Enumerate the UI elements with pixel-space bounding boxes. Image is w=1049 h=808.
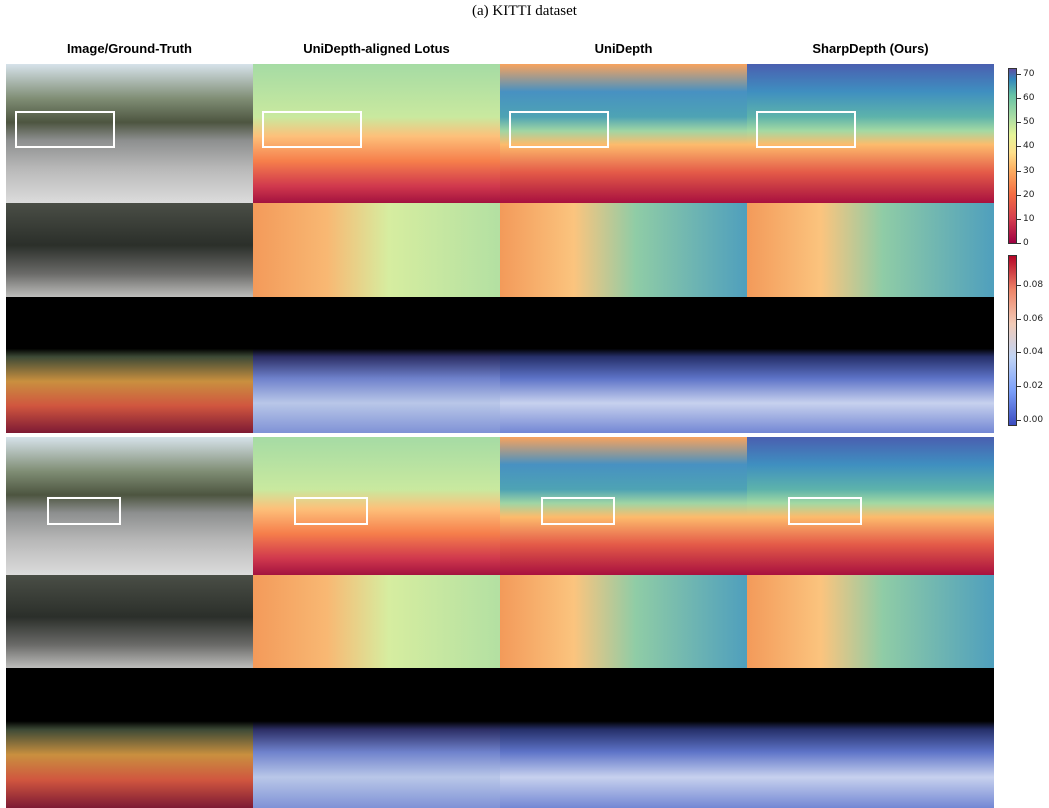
colorbar-tick-label: 10: [1023, 214, 1034, 224]
colorbar-tick-label: 0.02: [1023, 381, 1043, 391]
image-panel: [747, 437, 994, 575]
colorbar-tick-label: 0.00: [1023, 415, 1043, 425]
colorbar-tick-label: 60: [1023, 93, 1034, 103]
zoom-box: [294, 497, 368, 525]
image-panel: [747, 297, 994, 433]
colorbar-tick: [1017, 74, 1021, 75]
image-panel: [253, 64, 500, 203]
image-panel: [6, 297, 253, 433]
image-panel: [6, 575, 253, 668]
image-panel: [6, 203, 253, 297]
colorbar-tick: [1017, 243, 1021, 244]
colorbar-tick: [1017, 219, 1021, 220]
column-header: UniDepth: [500, 41, 747, 56]
colorbar-tick-label: 0.04: [1023, 347, 1043, 357]
zoom-box: [756, 111, 856, 148]
image-panel: [500, 297, 747, 433]
image-panel: [500, 437, 747, 575]
image-panel: [6, 64, 253, 203]
image-panel: [747, 575, 994, 668]
colorbar-tick-label: 20: [1023, 190, 1034, 200]
depth-colorbar: [1008, 68, 1017, 244]
colorbar-tick: [1017, 122, 1021, 123]
image-panel: [747, 668, 994, 808]
colorbar-tick-label: 70: [1023, 69, 1034, 79]
zoom-box: [788, 497, 862, 525]
image-panel: [6, 437, 253, 575]
colorbar-tick: [1017, 171, 1021, 172]
image-panel: [253, 668, 500, 808]
image-panel: [747, 203, 994, 297]
colorbar-tick-label: 0.08: [1023, 280, 1043, 290]
column-header: Image/Ground-Truth: [6, 41, 253, 56]
image-panel: [253, 203, 500, 297]
colorbar-tick-label: 0: [1023, 238, 1029, 248]
error-colorbar: [1008, 255, 1017, 426]
image-panel: [747, 64, 994, 203]
colorbar-tick: [1017, 352, 1021, 353]
zoom-box: [15, 111, 115, 148]
image-panel: [253, 575, 500, 668]
colorbar-tick-label: 40: [1023, 141, 1034, 151]
image-panel: [253, 437, 500, 575]
zoom-box: [262, 111, 362, 148]
image-panel: [500, 64, 747, 203]
colorbar-tick: [1017, 146, 1021, 147]
image-panel: [500, 203, 747, 297]
image-panel: [500, 575, 747, 668]
colorbar-tick: [1017, 195, 1021, 196]
colorbar-tick: [1017, 98, 1021, 99]
colorbar-tick-label: 30: [1023, 166, 1034, 176]
figure: (a) KITTI dataset Image/Ground-Truth Uni…: [0, 0, 1049, 808]
image-panel: [6, 668, 253, 808]
image-panel: [253, 297, 500, 433]
colorbar-tick: [1017, 319, 1021, 320]
colorbar-tick-label: 0.06: [1023, 314, 1043, 324]
column-header: UniDepth-aligned Lotus: [253, 41, 500, 56]
colorbar-tick: [1017, 285, 1021, 286]
zoom-box: [509, 111, 609, 148]
zoom-box: [47, 497, 121, 525]
caption: (a) KITTI dataset: [0, 3, 1049, 20]
image-panel: [500, 668, 747, 808]
colorbar-tick: [1017, 420, 1021, 421]
column-header: SharpDepth (Ours): [747, 41, 994, 56]
colorbar-tick: [1017, 386, 1021, 387]
zoom-box: [541, 497, 615, 525]
colorbar-tick-label: 50: [1023, 117, 1034, 127]
